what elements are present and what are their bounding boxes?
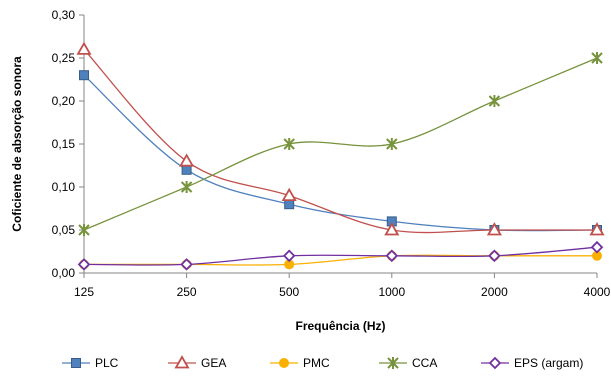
gea-point [384,222,400,236]
y-tick-label: 0,30 [52,8,76,22]
x-tick-label: 500 [279,285,299,299]
y-tick-label: 0,05 [52,223,76,237]
cca-point [180,181,193,193]
y-tick-label: 0,25 [52,51,76,65]
legend-label: GEA [201,356,226,370]
series-plc [79,70,602,235]
cca-point [488,95,501,107]
gea-point [486,222,502,236]
plc-point [181,164,192,175]
eps-argam-point [488,249,501,263]
legend-item-plc: PLC [62,356,119,370]
series-line-plc [83,74,598,232]
legend-pmc-point [279,358,289,368]
cca-point [78,224,90,236]
cca-point [283,138,295,150]
series-line-pmc [84,254,597,266]
legend-cca-point [387,357,399,369]
series-line-gea [83,48,597,234]
eps-argam-point [180,258,193,271]
x-tick-label: 2000 [481,285,508,299]
cca-point [386,138,398,150]
cca-point [591,52,603,64]
gea-point [281,187,297,202]
y-tick-label: 0,10 [52,180,76,194]
gea-point [589,222,605,236]
x-axis-title: Frequência (Hz) [295,319,385,333]
x-tick-label: 1000 [378,285,405,299]
legend-item-cca: CCA [379,356,437,370]
legend-label: EPS (argam) [514,356,583,370]
legend-label: PLC [95,356,119,370]
eps-argam-point [77,258,91,271]
y-axis-title: Coficiente de absorção sonora [10,56,24,232]
y-tick-label: 0,00 [52,266,76,280]
series-line-cca [83,57,598,231]
eps-argam-point [385,249,399,263]
gea-point [179,153,195,167]
series-eps-argam [77,240,604,271]
legend-item-eps-argam: EPS (argam) [481,356,583,370]
legend: PLC GEA PMC CCA EPS (argam) [62,355,583,370]
legend-item-gea: GEA [168,355,226,370]
legend-eps-argam-point [488,356,502,370]
x-tick-label: 250 [177,285,197,299]
plc-point [79,70,89,81]
y-tick-label: 0,15 [52,137,76,151]
series-line-eps-argam [83,246,598,266]
legend-label: PMC [303,356,330,370]
y-axis-ticks: 0,00 0,05 0,10 0,15 0,20 0,25 0,30 [52,8,84,280]
eps-argam-point [282,249,296,263]
series-gea [76,41,605,236]
legend-item-pmc: PMC [270,356,330,370]
x-tick-label: 4000 [584,285,611,299]
x-axis-ticks: 125 250 500 1000 2000 4000 [74,273,611,299]
legend-gea-point [174,355,190,369]
legend-label: CCA [412,356,437,370]
plc-point [284,199,295,210]
legend-plc-point [71,358,81,368]
series-cca [78,52,603,236]
eps-argam-point [590,240,604,254]
series-layer [76,41,605,271]
x-tick-label: 125 [74,285,94,299]
y-tick-label: 0,20 [52,94,76,108]
gea-point [76,41,92,55]
